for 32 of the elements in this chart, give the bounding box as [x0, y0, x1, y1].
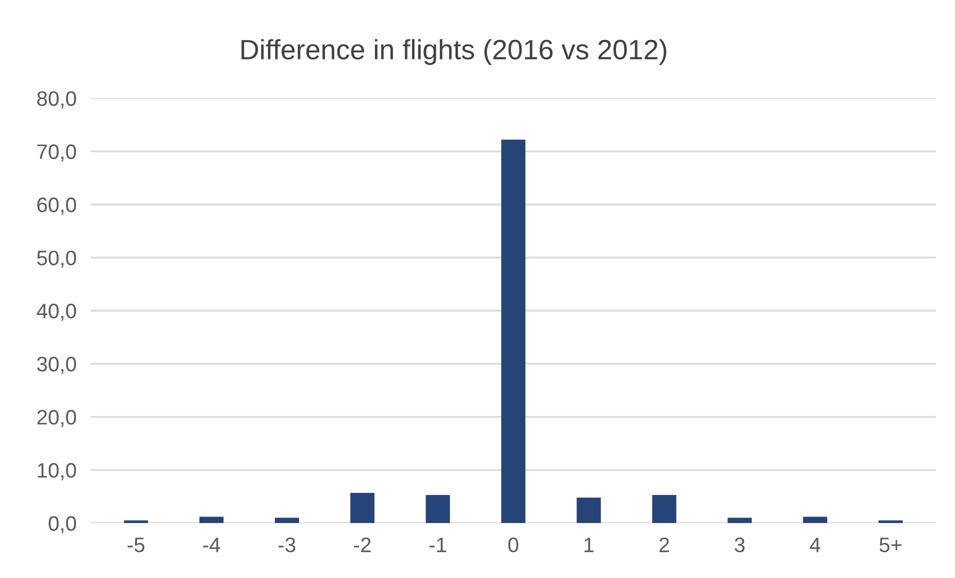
y-tick-label: 10,0	[38, 462, 76, 480]
bar	[274, 518, 299, 524]
y-tick-label: 30,0	[37, 356, 76, 374]
x-tick-label: 1	[584, 538, 594, 552]
bar	[199, 516, 224, 524]
bar	[652, 494, 676, 524]
x-tick-label: 5+	[880, 538, 902, 552]
y-tick-label: 80,0	[37, 91, 76, 108]
bar	[878, 520, 903, 524]
x-tick-label: 2	[659, 538, 669, 552]
chart-title: Difference in flights (2016 vs 2012)	[242, 39, 666, 65]
y-tick-label: 70,0	[37, 144, 76, 162]
y-tick-label: 40,0	[36, 304, 76, 321]
bar	[426, 494, 450, 524]
x-tick-label: -2	[354, 538, 371, 552]
y-tick-label: 50,0	[37, 250, 76, 268]
y-tick-label: 60,0	[37, 197, 76, 215]
x-tick-label: -1	[430, 538, 446, 552]
bar	[124, 520, 148, 524]
x-tick-label: -5	[128, 538, 144, 552]
y-tick-label: 20,0	[37, 410, 76, 428]
x-tick-label: 0	[508, 538, 518, 552]
y-tick-label: 0,0	[48, 516, 76, 534]
bar	[350, 492, 374, 524]
bar	[803, 516, 828, 524]
bar	[576, 498, 601, 524]
x-tick-label: 3	[734, 538, 745, 552]
x-tick-label: -4	[203, 538, 220, 552]
bar	[728, 518, 752, 524]
x-tick-label: -3	[278, 538, 296, 552]
bar	[501, 140, 526, 524]
x-tick-label: 4	[810, 538, 820, 552]
